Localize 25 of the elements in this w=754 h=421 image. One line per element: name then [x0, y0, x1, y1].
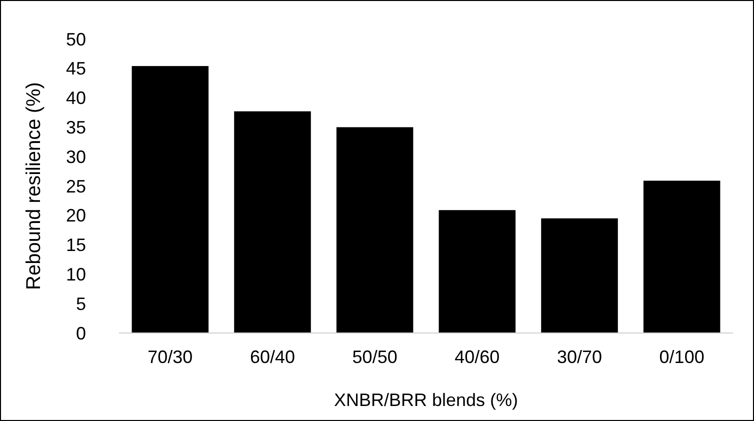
x-tick-label: 40/60 [454, 347, 500, 367]
y-tick-label: 30 [66, 146, 86, 167]
bar [643, 180, 720, 333]
bar [234, 111, 311, 333]
y-tick-label: 10 [66, 264, 86, 284]
y-tick-label: 45 [66, 58, 86, 79]
y-tick-label: 50 [66, 29, 86, 50]
bar [336, 127, 414, 333]
y-tick-label: 15 [66, 235, 86, 256]
y-tick-label: 35 [66, 118, 86, 138]
y-axis-title: Rebound resilience (%) [23, 82, 45, 290]
bar [438, 210, 516, 333]
y-tick-label: 20 [66, 206, 86, 226]
x-tick-label: 50/50 [352, 347, 398, 367]
x-tick-label: 0/100 [659, 347, 704, 367]
y-tick-label: 5 [76, 294, 86, 314]
y-tick-label: 40 [66, 88, 86, 108]
x-tick-label: 70/30 [148, 347, 193, 367]
bar [541, 218, 618, 333]
x-axis-title: XNBR/BRR blends (%) [334, 390, 518, 410]
x-tick-label: 30/70 [556, 347, 602, 367]
y-tick-label: 0 [76, 323, 86, 344]
x-tick-label: 60/40 [250, 347, 296, 367]
y-tick-label: 25 [66, 176, 86, 196]
bar [132, 66, 209, 333]
